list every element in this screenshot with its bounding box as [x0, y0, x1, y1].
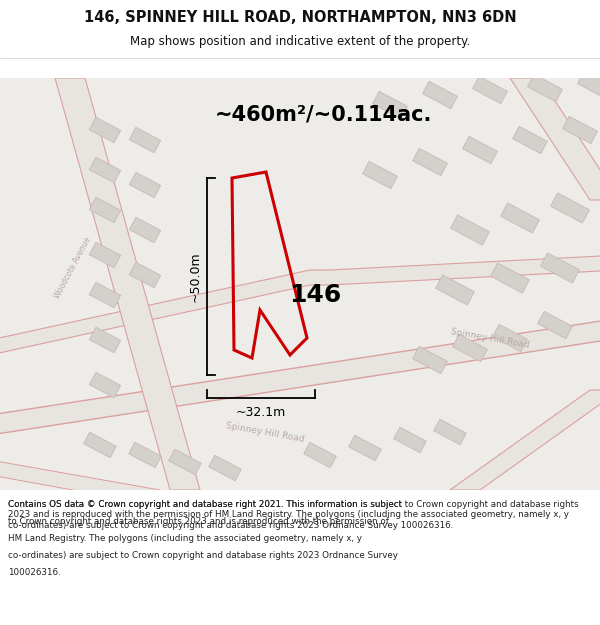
Text: Spinney Hill Road: Spinney Hill Road: [450, 327, 530, 349]
Polygon shape: [473, 76, 508, 104]
Text: ~460m²/~0.114ac.: ~460m²/~0.114ac.: [215, 105, 433, 125]
Polygon shape: [512, 126, 547, 154]
Polygon shape: [491, 263, 529, 293]
Polygon shape: [130, 127, 161, 152]
Text: Map shows position and indicative extent of the property.: Map shows position and indicative extent…: [130, 36, 470, 49]
Polygon shape: [130, 173, 161, 198]
Text: Woodcote Avenue: Woodcote Avenue: [53, 236, 93, 300]
Text: 146, SPINNEY HILL ROAD, NORTHAMPTON, NN3 6DN: 146, SPINNEY HILL ROAD, NORTHAMPTON, NN3…: [83, 11, 517, 26]
Text: HM Land Registry. The polygons (including the associated geometry, namely x, y: HM Land Registry. The polygons (includin…: [8, 534, 362, 543]
Bar: [0, 0, 600, 78]
Bar: [0, 78, 600, 490]
Text: 100026316.: 100026316.: [8, 568, 61, 577]
Polygon shape: [89, 118, 121, 142]
Polygon shape: [578, 71, 600, 99]
Text: Contains OS data © Crown copyright and database right 2021. This information is : Contains OS data © Crown copyright and d…: [8, 500, 578, 530]
Polygon shape: [349, 435, 381, 461]
Polygon shape: [129, 442, 161, 468]
Polygon shape: [169, 449, 201, 475]
Polygon shape: [450, 390, 600, 490]
Polygon shape: [500, 203, 539, 233]
Text: Contains OS data © Crown copyright and database right 2021. This information is : Contains OS data © Crown copyright and d…: [8, 500, 402, 509]
Polygon shape: [452, 334, 487, 362]
Polygon shape: [0, 460, 160, 505]
Text: ~50.0m: ~50.0m: [189, 251, 202, 302]
Polygon shape: [84, 432, 116, 457]
Polygon shape: [89, 198, 121, 222]
Polygon shape: [563, 116, 598, 144]
Polygon shape: [89, 328, 121, 352]
Polygon shape: [538, 311, 572, 339]
Polygon shape: [394, 428, 426, 452]
Polygon shape: [130, 262, 161, 288]
Polygon shape: [130, 217, 161, 242]
Text: Spinney Hill Road: Spinney Hill Road: [225, 421, 305, 443]
Text: co-ordinates) are subject to Crown copyright and database rights 2023 Ordnance S: co-ordinates) are subject to Crown copyr…: [8, 551, 398, 560]
Polygon shape: [551, 193, 589, 223]
Polygon shape: [463, 136, 497, 164]
Polygon shape: [0, 318, 600, 435]
Polygon shape: [510, 78, 600, 200]
Polygon shape: [55, 78, 200, 490]
Polygon shape: [362, 161, 397, 189]
Polygon shape: [89, 158, 121, 182]
Text: 146: 146: [289, 283, 341, 307]
Text: ~32.1m: ~32.1m: [236, 406, 286, 419]
Polygon shape: [413, 346, 448, 374]
Polygon shape: [451, 215, 490, 245]
Polygon shape: [373, 91, 407, 119]
Polygon shape: [541, 253, 580, 283]
Polygon shape: [209, 455, 241, 481]
Polygon shape: [434, 419, 466, 445]
Polygon shape: [0, 255, 600, 355]
Polygon shape: [413, 148, 448, 176]
Polygon shape: [436, 275, 475, 305]
Polygon shape: [493, 324, 527, 352]
Polygon shape: [89, 242, 121, 268]
Text: to Crown copyright and database rights 2023 and is reproduced with the permissio: to Crown copyright and database rights 2…: [8, 517, 389, 526]
Bar: [0, 490, 600, 625]
Polygon shape: [527, 74, 562, 102]
Polygon shape: [422, 81, 457, 109]
Polygon shape: [89, 282, 121, 308]
Polygon shape: [89, 372, 121, 398]
Polygon shape: [304, 442, 336, 468]
